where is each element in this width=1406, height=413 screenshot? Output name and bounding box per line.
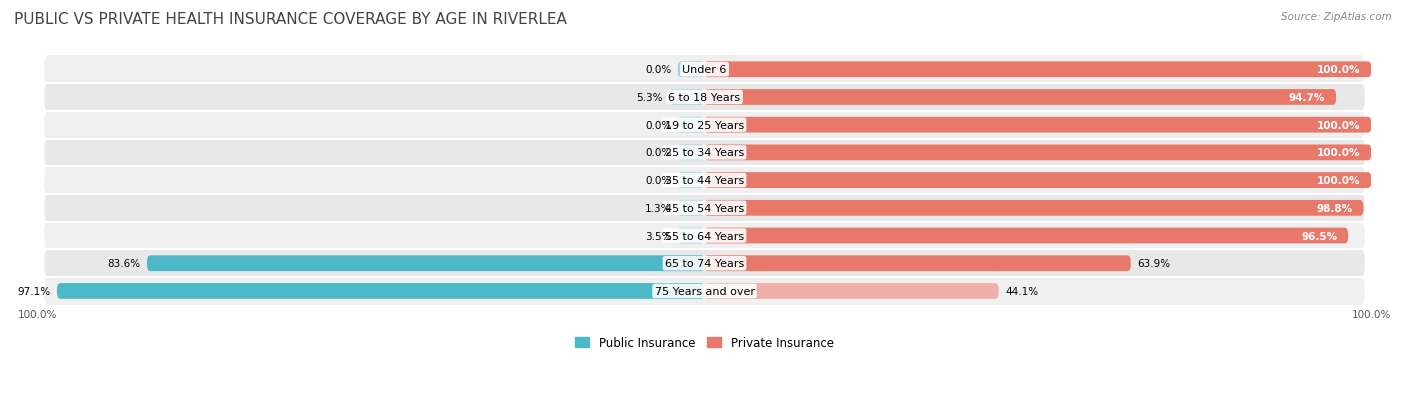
Text: 5.3%: 5.3% bbox=[636, 93, 662, 103]
Text: 55 to 64 Years: 55 to 64 Years bbox=[665, 231, 744, 241]
FancyBboxPatch shape bbox=[704, 283, 998, 299]
Text: 98.8%: 98.8% bbox=[1316, 203, 1353, 213]
Text: 19 to 25 Years: 19 to 25 Years bbox=[665, 120, 744, 131]
FancyBboxPatch shape bbox=[45, 194, 1365, 223]
Text: Under 6: Under 6 bbox=[682, 65, 727, 75]
Text: 65 to 74 Years: 65 to 74 Years bbox=[665, 259, 744, 268]
Legend: Public Insurance, Private Insurance: Public Insurance, Private Insurance bbox=[571, 332, 838, 354]
Text: 100.0%: 100.0% bbox=[1317, 148, 1361, 158]
Text: 25 to 34 Years: 25 to 34 Years bbox=[665, 148, 744, 158]
Text: 97.1%: 97.1% bbox=[17, 286, 51, 296]
FancyBboxPatch shape bbox=[704, 200, 1364, 216]
FancyBboxPatch shape bbox=[45, 277, 1365, 306]
FancyBboxPatch shape bbox=[704, 117, 1371, 133]
Text: 100.0%: 100.0% bbox=[1317, 120, 1361, 131]
Text: 96.5%: 96.5% bbox=[1301, 231, 1337, 241]
FancyBboxPatch shape bbox=[45, 83, 1365, 112]
FancyBboxPatch shape bbox=[678, 200, 704, 216]
FancyBboxPatch shape bbox=[704, 90, 1336, 106]
FancyBboxPatch shape bbox=[45, 249, 1365, 278]
Text: PUBLIC VS PRIVATE HEALTH INSURANCE COVERAGE BY AGE IN RIVERLEA: PUBLIC VS PRIVATE HEALTH INSURANCE COVER… bbox=[14, 12, 567, 27]
FancyBboxPatch shape bbox=[704, 256, 1130, 271]
FancyBboxPatch shape bbox=[678, 173, 704, 189]
FancyBboxPatch shape bbox=[678, 117, 704, 133]
Text: 44.1%: 44.1% bbox=[1005, 286, 1039, 296]
Text: 100.0%: 100.0% bbox=[1317, 176, 1361, 186]
FancyBboxPatch shape bbox=[704, 62, 1371, 78]
Text: 0.0%: 0.0% bbox=[645, 148, 671, 158]
FancyBboxPatch shape bbox=[704, 228, 1348, 244]
Text: 3.5%: 3.5% bbox=[645, 231, 671, 241]
Text: 0.0%: 0.0% bbox=[645, 120, 671, 131]
Text: 1.3%: 1.3% bbox=[645, 203, 671, 213]
FancyBboxPatch shape bbox=[704, 173, 1371, 189]
Text: 45 to 54 Years: 45 to 54 Years bbox=[665, 203, 744, 213]
FancyBboxPatch shape bbox=[669, 90, 704, 106]
FancyBboxPatch shape bbox=[678, 62, 704, 78]
FancyBboxPatch shape bbox=[45, 111, 1365, 140]
FancyBboxPatch shape bbox=[45, 221, 1365, 251]
Text: 0.0%: 0.0% bbox=[645, 176, 671, 186]
Text: 100.0%: 100.0% bbox=[1317, 65, 1361, 75]
FancyBboxPatch shape bbox=[58, 283, 704, 299]
Text: 83.6%: 83.6% bbox=[107, 259, 141, 268]
Text: 75 Years and over: 75 Years and over bbox=[655, 286, 755, 296]
Text: 0.0%: 0.0% bbox=[645, 65, 671, 75]
Text: 35 to 44 Years: 35 to 44 Years bbox=[665, 176, 744, 186]
FancyBboxPatch shape bbox=[678, 145, 704, 161]
Text: 63.9%: 63.9% bbox=[1137, 259, 1170, 268]
FancyBboxPatch shape bbox=[678, 228, 704, 244]
Text: 94.7%: 94.7% bbox=[1289, 93, 1326, 103]
Text: Source: ZipAtlas.com: Source: ZipAtlas.com bbox=[1281, 12, 1392, 22]
FancyBboxPatch shape bbox=[148, 256, 704, 271]
FancyBboxPatch shape bbox=[704, 145, 1371, 161]
FancyBboxPatch shape bbox=[45, 138, 1365, 168]
FancyBboxPatch shape bbox=[45, 55, 1365, 85]
Text: 6 to 18 Years: 6 to 18 Years bbox=[668, 93, 741, 103]
FancyBboxPatch shape bbox=[45, 166, 1365, 195]
